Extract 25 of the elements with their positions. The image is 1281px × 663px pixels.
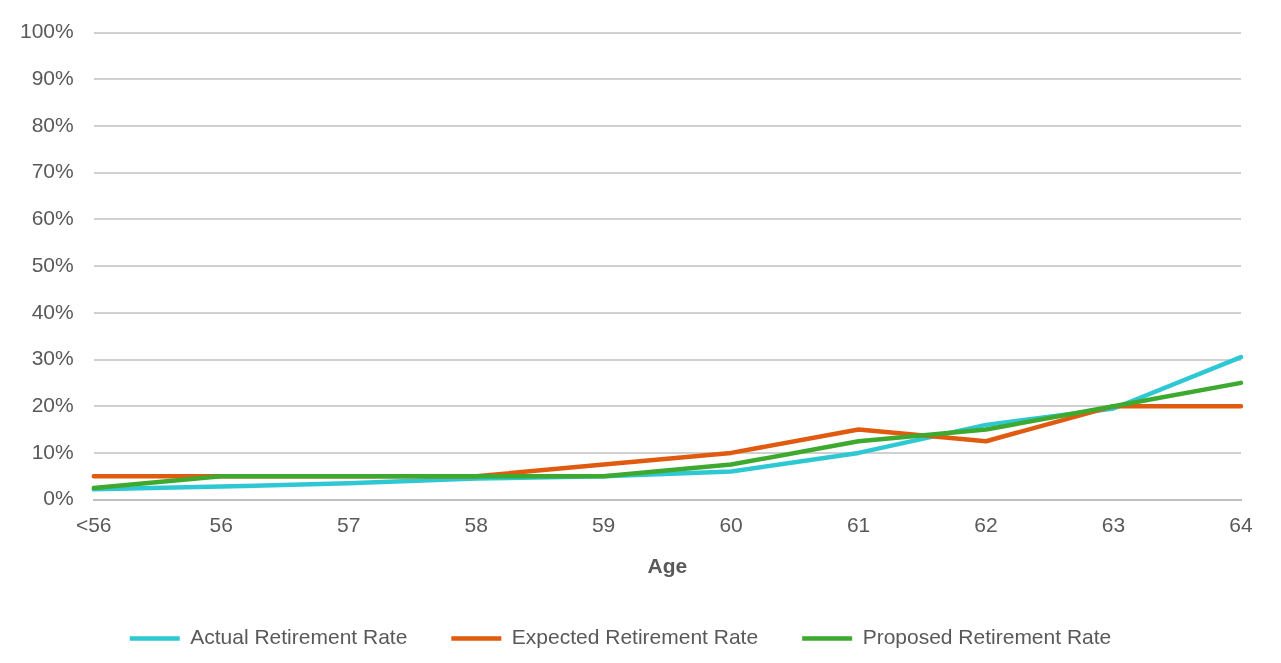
x-axis-title: Age	[647, 554, 688, 578]
x-tick-label: 56	[209, 513, 233, 536]
y-tick-label: 100%	[19, 19, 74, 43]
x-tick-label: <56	[75, 513, 112, 536]
x-tick-label: 63	[1101, 513, 1126, 536]
y-tick-label: 60%	[31, 206, 74, 230]
x-tick-label: 58	[464, 513, 488, 536]
y-tick-label: 80%	[31, 112, 74, 136]
x-tick-label: 59	[591, 513, 616, 536]
y-tick-label: 20%	[31, 393, 74, 416]
legend-label: Proposed Retirement Rate	[862, 625, 1112, 649]
y-tick-label: 30%	[31, 346, 74, 370]
legend-label: Actual Retirement Rate	[190, 625, 408, 649]
x-tick-label: 61	[846, 513, 871, 536]
y-tick-label: 50%	[31, 252, 74, 276]
y-tick-label: 0%	[43, 486, 74, 510]
y-tick-label: 90%	[31, 66, 74, 90]
y-tick-label: 40%	[31, 299, 74, 323]
x-tick-label: 60	[719, 513, 743, 536]
y-tick-label: 10%	[31, 439, 74, 463]
y-tick-label: 70%	[31, 159, 74, 183]
legend-label: Expected Retirement Rate	[511, 625, 759, 649]
x-tick-label: 64	[1229, 513, 1253, 536]
x-tick-label: 62	[974, 513, 998, 536]
x-tick-label: 57	[336, 513, 361, 536]
